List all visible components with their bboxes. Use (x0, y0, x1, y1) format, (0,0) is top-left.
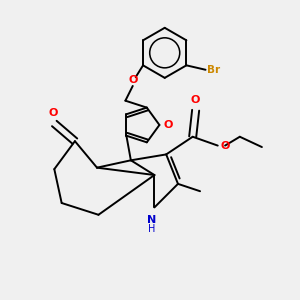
Text: N: N (147, 215, 156, 225)
Text: O: O (220, 141, 230, 151)
Text: O: O (128, 75, 137, 85)
Text: H: H (148, 224, 155, 235)
Text: O: O (191, 95, 200, 105)
Text: O: O (48, 108, 58, 118)
Text: Br: Br (207, 65, 220, 75)
Text: O: O (164, 120, 173, 130)
